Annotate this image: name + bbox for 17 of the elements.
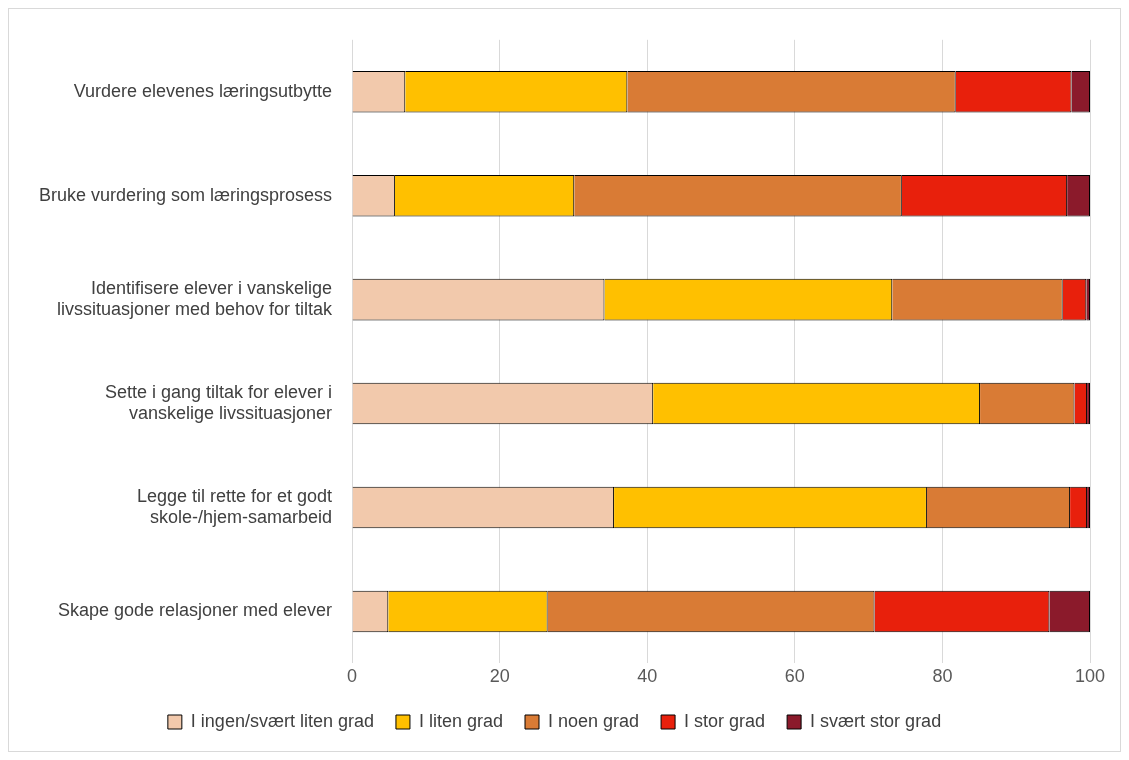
- x-tick-label: 100: [1074, 666, 1106, 687]
- legend-label: I svært stor grad: [810, 710, 942, 731]
- x-tick-label: 40: [637, 666, 658, 687]
- legend-label: I ingen/svært liten grad: [190, 710, 374, 731]
- y-tick-label: Skape gode relasjoner med elever: [57, 600, 333, 621]
- legend-label: I noen grad: [548, 710, 640, 731]
- x-tick-label: 60: [784, 666, 805, 687]
- y-tick-label: Bruke vurdering som læringsprosess: [38, 184, 333, 205]
- x-tick-label: 0: [347, 666, 358, 687]
- y-tick-label: Vurdere elevenes læringsutbytte: [73, 80, 333, 101]
- y-tick-label: Identifisere elever i vanskelige livssituasjoner med behov for tiltak: [56, 277, 334, 320]
- y-tick-label: Legge til rette for et godt skole-/hjem-samarbeid: [136, 485, 333, 528]
- legend-label: I liten grad: [418, 710, 504, 731]
- x-tick-label: 20: [489, 666, 510, 687]
- legend-label: I stor grad: [684, 710, 766, 731]
- y-tick-label: Sette i gang tiltak for elever i vanskelige livssituasjoner: [104, 381, 333, 424]
- x-tick-label: 80: [932, 666, 953, 687]
